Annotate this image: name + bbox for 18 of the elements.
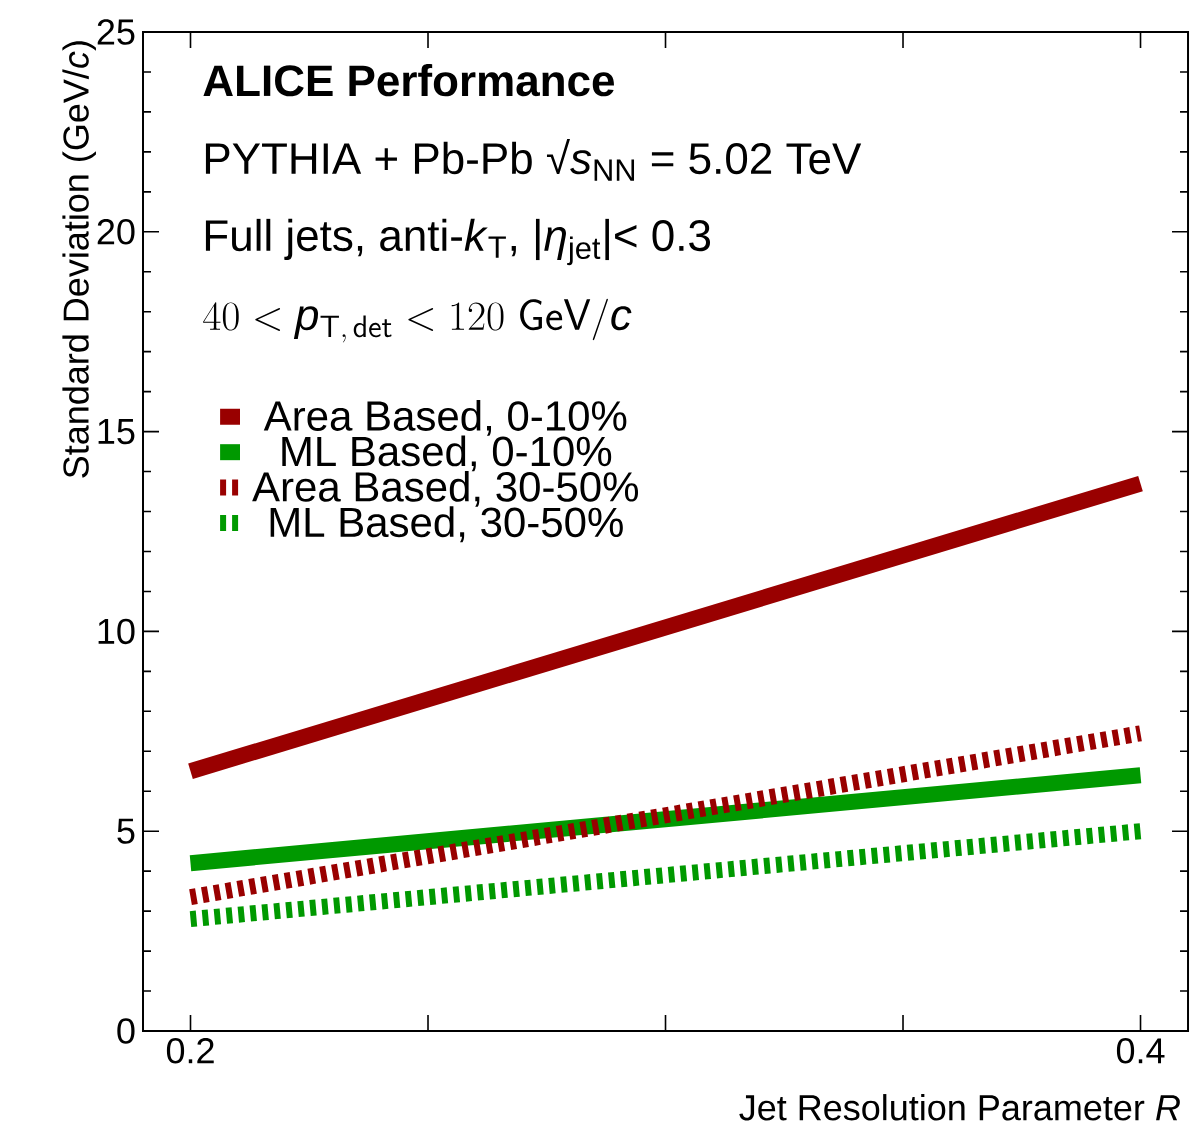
annotation: PYTHIA + Pb-Pb √s$_{NN}$ = 5.02 TeV bbox=[205, 138, 862, 181]
x-axis-title: Jet Resolution Parameter R bbox=[739, 1094, 1180, 1121]
y-tick-label: 25 bbox=[97, 19, 135, 45]
y-tick-label: 5 bbox=[117, 818, 135, 844]
x-tick-label: 0.2 bbox=[166, 1038, 214, 1064]
y-tick-label: 20 bbox=[97, 219, 135, 245]
y-tick-label: 15 bbox=[98, 419, 135, 445]
legend-label: Area Based, 30-50% bbox=[252, 470, 639, 507]
legend-label: ML Based, 0-10% bbox=[282, 435, 612, 472]
x-tick-label: 0.4 bbox=[1116, 1038, 1165, 1064]
y-tick-label: 0 bbox=[117, 1018, 135, 1044]
legend-label: Area Based, 0-10% bbox=[263, 400, 627, 436]
text: ALICE Performance bbox=[203, 64, 614, 97]
annotation: Full jets, anti-k$_{T}$, |η$_{jet}$|< 0.3 bbox=[205, 218, 711, 266]
y-tick-label: 10 bbox=[98, 618, 135, 645]
annotation: $40 < \mathit{p}_{\mathsf{T,\,det}} < 120\ \mathsf{GeV}/\mathit{c}$ bbox=[203, 298, 632, 343]
legend-label: ML Based, 30-50% bbox=[270, 506, 623, 543]
y-axis-title: Standard Deviation (GeV/c) bbox=[62, 41, 96, 478]
